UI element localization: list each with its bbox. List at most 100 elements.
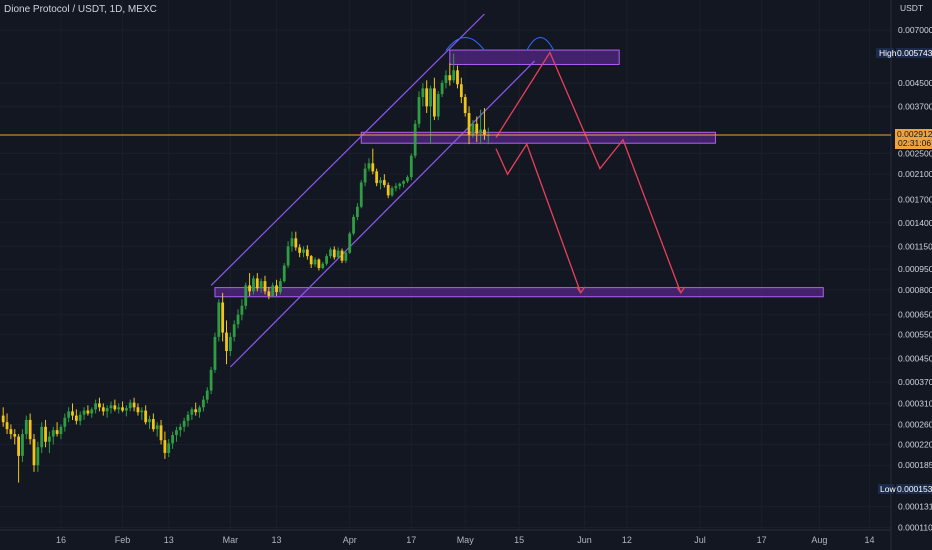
candle-body <box>51 430 55 437</box>
candle <box>128 399 132 412</box>
candle <box>356 203 359 221</box>
y-tick-label: 0.0001100 <box>898 523 932 533</box>
candle-body <box>382 180 386 185</box>
high-value: 0.0057430 <box>897 48 932 58</box>
candle <box>375 168 379 187</box>
candle-body <box>132 402 136 408</box>
candle-body <box>190 409 194 415</box>
resistance-zone-top <box>449 49 620 65</box>
candle-body <box>55 430 59 435</box>
candle-body <box>202 399 205 408</box>
candle-body <box>259 281 263 289</box>
candle-body <box>63 417 67 427</box>
candle-body <box>344 252 348 261</box>
x-tick-label: Mar <box>223 535 239 545</box>
candle <box>329 247 332 259</box>
candle <box>63 413 67 432</box>
ascending-channel[interactable] <box>210 13 535 368</box>
candle-body <box>198 407 201 413</box>
candle <box>44 419 47 448</box>
candle <box>159 419 163 445</box>
candle <box>71 403 74 420</box>
x-tick-label: Feb <box>115 535 131 545</box>
candle <box>28 413 32 445</box>
candle <box>132 397 136 412</box>
candle-body <box>371 163 375 172</box>
candle-body <box>94 403 97 410</box>
candle <box>59 424 63 440</box>
candle-body <box>67 411 71 418</box>
candle <box>340 248 344 264</box>
candle <box>475 116 479 142</box>
candle <box>94 399 97 414</box>
candle-body <box>329 249 332 257</box>
double-top-arcs[interactable] <box>445 36 555 51</box>
support-resistance-zones[interactable] <box>214 49 824 298</box>
candle <box>74 409 78 425</box>
projection-alt-path <box>495 142 582 294</box>
candle <box>13 429 17 445</box>
projection-main-path <box>495 51 682 294</box>
high-tag: High 0.0057430 <box>876 48 932 58</box>
candle <box>448 63 452 86</box>
x-tick-label: Jul <box>694 535 706 545</box>
candle-body <box>317 259 321 268</box>
candle <box>171 431 174 449</box>
candle-body <box>471 123 475 136</box>
candle-body <box>332 249 336 258</box>
candle-body <box>105 408 109 412</box>
last-price-value: 0.0029125 <box>897 129 932 139</box>
candle-body <box>386 184 390 196</box>
candle-body <box>9 429 13 435</box>
candle <box>82 407 86 420</box>
candle-body <box>255 278 259 289</box>
candle <box>429 85 432 145</box>
x-tick-label: 16 <box>56 535 66 545</box>
candle-body <box>433 88 436 117</box>
candle-body <box>136 407 140 413</box>
x-tick-label: 15 <box>514 535 524 545</box>
candle <box>240 299 244 321</box>
projection-path[interactable] <box>495 51 686 295</box>
candle <box>406 175 409 184</box>
candle <box>371 148 375 175</box>
candle <box>9 424 13 440</box>
time-axis[interactable]: 16 Feb 13 Mar 13 Apr 17 May 15 Jun 12 Jul 17 Aug 14 <box>56 535 875 545</box>
candle-body <box>444 75 448 83</box>
candle-body <box>205 390 209 400</box>
candle-body <box>425 88 429 107</box>
candle <box>248 273 251 296</box>
candle-body <box>194 409 198 413</box>
candle <box>459 77 463 104</box>
candle-body <box>117 407 121 410</box>
candle-body <box>452 70 456 81</box>
candle-body <box>313 259 317 265</box>
candle-body <box>321 263 325 268</box>
candle-body <box>155 425 159 430</box>
price-axis[interactable]: 0.00700000.00450000.00370000.00250000.00… <box>898 25 932 533</box>
low-tag: Low 0.0001535 <box>878 484 932 494</box>
candle <box>483 108 486 140</box>
candle <box>309 254 313 268</box>
candle-body <box>86 410 90 414</box>
candle <box>186 411 190 427</box>
candle-body <box>483 129 486 136</box>
candle <box>486 127 490 145</box>
candle <box>433 77 436 121</box>
x-tick-label: 13 <box>164 535 174 545</box>
candle-body <box>459 84 463 98</box>
candle <box>148 415 151 430</box>
candle-body <box>363 168 367 183</box>
candle <box>236 309 240 329</box>
candle-body <box>5 422 9 430</box>
candle-body <box>178 426 182 431</box>
